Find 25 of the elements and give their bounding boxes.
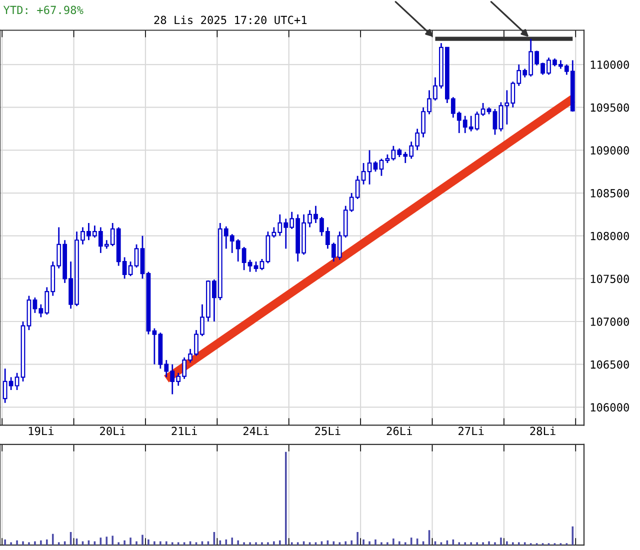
x-tick-label: 24Li	[243, 426, 269, 436]
x-tick-label: 27Li	[458, 426, 484, 436]
x-tick-label: 26Li	[386, 426, 412, 436]
y-tick-label: 109500	[590, 103, 629, 112]
x-tick-label: 20Li	[100, 426, 126, 436]
y-tick-label: 107500	[590, 274, 629, 284]
y-tick-label: 106000	[590, 403, 629, 412]
y-tick-label: 107000	[590, 318, 629, 326]
x-tick-label: 19Li	[28, 426, 54, 436]
x-tick-label: 28Li	[530, 426, 556, 436]
candlestick	[254, 260, 258, 273]
candlestick	[260, 258, 264, 271]
y-tick-label: 109000	[590, 146, 629, 155]
y-tick-label: 106500	[590, 360, 629, 369]
candlestick	[367, 149, 372, 186]
candlestick	[373, 160, 378, 172]
candlestick	[492, 108, 498, 136]
candlestick	[134, 244, 139, 268]
x-tick-label: 25Li	[315, 426, 340, 436]
y-tick-label: 108000	[590, 232, 629, 240]
x-tick-label: 21Li	[172, 426, 197, 436]
text: YTD: +67.98%	[3, 6, 84, 14]
chart-title: 28 Lis 2025 17:20 UTC+1	[154, 16, 307, 24]
y-tick-label: 110000	[590, 60, 629, 69]
y-tick-label: 108500	[590, 189, 629, 198]
